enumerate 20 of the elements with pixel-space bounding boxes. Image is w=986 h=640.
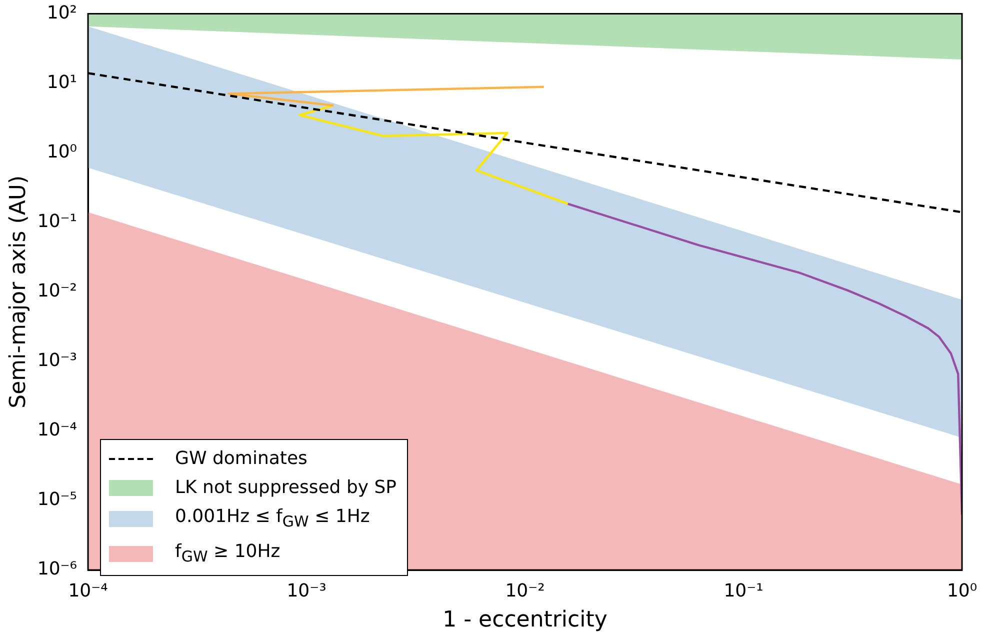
legend-label: f$_{GW}$ ≥ 10Hz xyxy=(175,540,280,568)
y-tick-label: 10⁻⁴ xyxy=(37,420,78,441)
legend-label: LK not suppressed by SP xyxy=(175,476,397,500)
y-tick-label: 10² xyxy=(46,2,78,24)
y-tick-label: 10⁰ xyxy=(46,142,78,163)
y-tick-label: 10⁻² xyxy=(37,280,78,302)
y-tick-label: 10⁻¹ xyxy=(37,211,78,232)
x-tick-label: 10⁻¹ xyxy=(724,580,764,602)
y-axis-title: Semi-major axis (AU) xyxy=(6,175,31,408)
y-tick-label: 10⁻⁵ xyxy=(37,489,78,510)
x-axis-title: 1 - eccentricity xyxy=(442,608,608,633)
y-tick-label: 10¹ xyxy=(46,72,78,93)
x-tick-label: 10⁻⁴ xyxy=(68,580,108,602)
y-tick-label: 10⁻³ xyxy=(37,350,78,372)
x-tick-label: 10⁰ xyxy=(946,580,978,602)
x-tick-label: 10⁻² xyxy=(505,580,545,602)
legend-label: GW dominates xyxy=(175,447,308,471)
legend-label: 0.001Hz ≤ f$_{GW}$ ≤ 1Hz xyxy=(175,505,370,533)
y-tick-label: 10⁻⁶ xyxy=(37,558,78,580)
x-tick-label: 10⁻³ xyxy=(286,580,326,602)
